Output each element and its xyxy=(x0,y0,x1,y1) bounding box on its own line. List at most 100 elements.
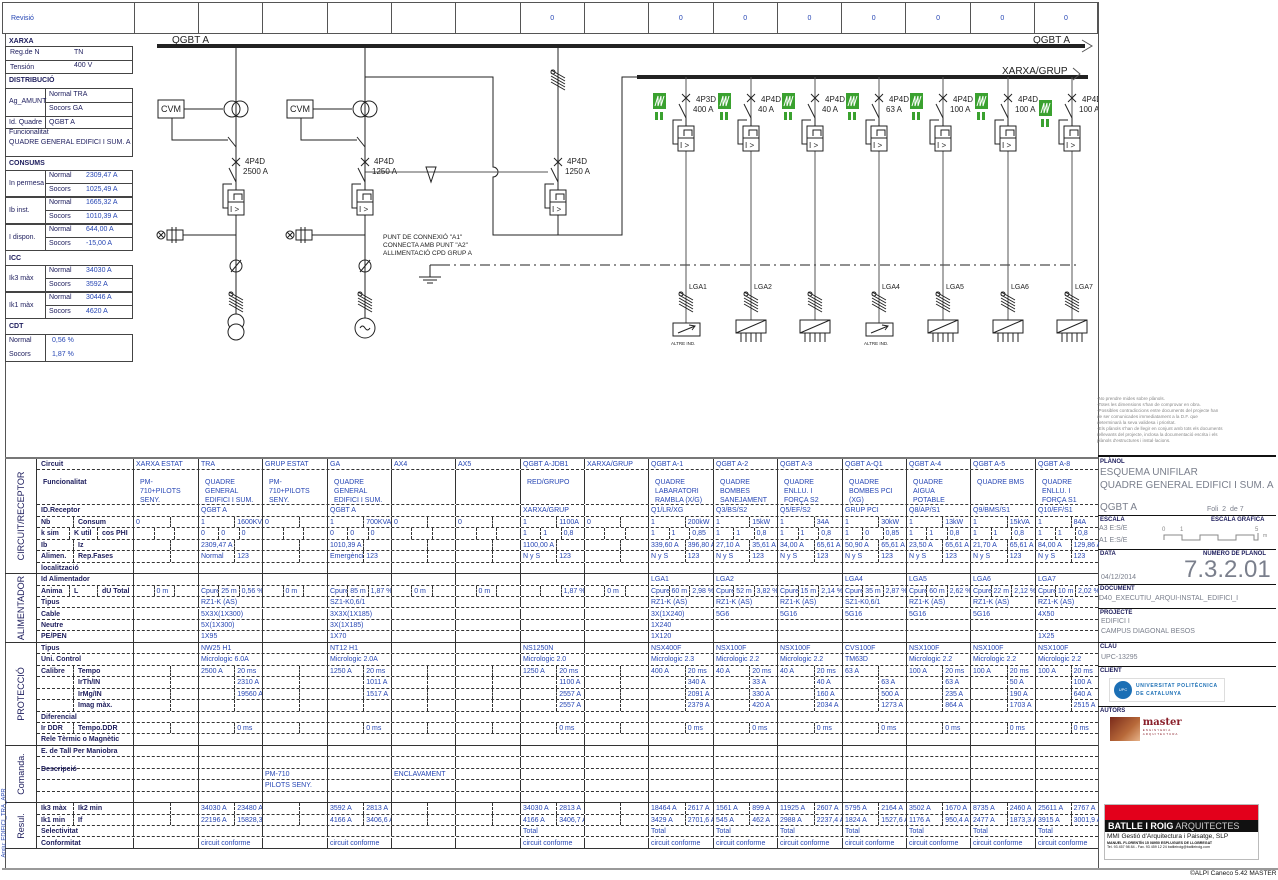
table-cell xyxy=(327,768,391,780)
cell-value xyxy=(843,700,878,710)
cell-value: 1873,3 A xyxy=(1006,814,1036,826)
table-cell xyxy=(391,562,455,574)
row-label: Consum xyxy=(73,516,133,528)
cell-value xyxy=(1036,700,1071,710)
cell-value xyxy=(392,826,456,836)
table-cell xyxy=(777,711,842,722)
revision-cell xyxy=(262,3,326,33)
cell-value xyxy=(585,826,649,836)
table-cell: Micrologic 2.0 xyxy=(520,654,584,665)
cell-value: 20 ms xyxy=(234,665,263,677)
table-cell: 1 200kW xyxy=(648,516,713,528)
cell-value: 1561 A xyxy=(716,805,738,813)
cdt-normal-label: Normal xyxy=(9,337,32,344)
table-cell: 1824 A 1527,6 A xyxy=(842,814,907,826)
cell-value: 1X120 xyxy=(651,633,672,641)
cell-value xyxy=(585,838,649,848)
table-cell: 1X95 xyxy=(198,631,262,642)
table-cell xyxy=(262,608,327,619)
cell-value: N y S xyxy=(845,553,863,561)
cdt-normal-value: 0,56 % xyxy=(52,337,74,344)
cell-value: 0 xyxy=(367,528,392,539)
table-cell: 0 ms xyxy=(327,723,391,734)
table-cell: 0 ms xyxy=(970,723,1035,734)
cell-value xyxy=(521,712,585,722)
cell-value: 5795 A xyxy=(845,805,867,813)
cell-value xyxy=(585,757,649,767)
revision-label: Revisió xyxy=(11,14,34,22)
row-label xyxy=(37,700,73,710)
table-row-func: Funcionalitat PM-710+PILOTS SENY. QUADRE G… xyxy=(37,470,1098,506)
table-cell xyxy=(391,757,455,768)
cell-value: Total xyxy=(780,828,795,836)
bus-continuation-arrow-icon xyxy=(1081,39,1093,53)
table-cell xyxy=(198,700,262,711)
normal-value: 2309,47 A xyxy=(86,172,118,179)
cable-hatch-icon xyxy=(871,291,887,313)
table-cell: RZ1-K (AS) xyxy=(713,597,777,608)
svg-text:1250 A: 1250 A xyxy=(565,167,591,176)
cell-value xyxy=(298,700,328,711)
table-cell: 190 A xyxy=(970,688,1035,700)
table-cell: 33 A xyxy=(713,677,777,688)
table-cell: LGA1 xyxy=(648,574,713,585)
cell-value: 20 ms xyxy=(556,665,585,677)
table-cell xyxy=(455,539,520,551)
svg-text:I >: I > xyxy=(873,141,882,150)
cell-value: 3001,9 A xyxy=(1070,814,1099,826)
frame-bottom xyxy=(2,868,1278,870)
cell-value xyxy=(585,528,604,538)
svg-text:CVM: CVM xyxy=(290,104,310,114)
table-cell: 2557 A xyxy=(520,700,584,711)
table-cell xyxy=(455,551,520,562)
table-cell: circuit conforme xyxy=(906,837,970,848)
cell-value xyxy=(649,757,714,767)
cell-value xyxy=(303,585,328,597)
row-label: Ik1 min xyxy=(41,816,66,824)
table-row-loc: localització xyxy=(37,562,1098,575)
table-cell xyxy=(133,642,198,654)
table-cell: N y S 123 xyxy=(520,551,584,562)
table-cell xyxy=(198,711,262,722)
cell-value xyxy=(843,631,907,641)
socors-label: Socors xyxy=(49,308,71,315)
lamp-icon xyxy=(285,227,365,243)
table-cell: 2310 A xyxy=(198,677,262,688)
cell-value xyxy=(971,563,1036,573)
cell-value xyxy=(649,677,685,687)
table-cell: 50 A xyxy=(970,677,1035,688)
svg-text:CVM: CVM xyxy=(161,104,181,114)
cell-value xyxy=(843,780,907,790)
cell-value xyxy=(392,838,456,848)
row-label: IrTh/IN xyxy=(73,677,133,688)
table-row-cal: Calibre Tempo 2500 A 20 ms 1250 A 20 ms 1250 A… xyxy=(37,665,1098,678)
software-credit: ©ALPI Caneco 5.42 MASTER xyxy=(1190,870,1277,877)
cable-hatch-icon xyxy=(357,291,373,313)
table-cell xyxy=(584,677,648,688)
feeder-circuit: I > 4P4D 40 A LGA2 xyxy=(718,77,781,342)
cell-value xyxy=(521,609,585,619)
table-cell: 34,00 A 65,61 A xyxy=(777,539,842,551)
cell-value: 18464 A xyxy=(651,805,677,813)
socors-value: -15,00 A xyxy=(86,240,113,247)
table-cell: AX4 xyxy=(391,459,455,470)
cell-value: 2,87 % xyxy=(882,585,907,597)
table-cell xyxy=(584,780,648,791)
row-label: Diferencial xyxy=(41,713,77,721)
cell-value: circuit conforme xyxy=(845,839,895,847)
table-cell xyxy=(198,768,262,780)
cell-value: 0 xyxy=(347,528,367,539)
table-cell: Normal 123 xyxy=(198,551,262,562)
cell-value: 65,61 A xyxy=(1006,539,1036,551)
cell-value xyxy=(649,792,714,802)
cell-value xyxy=(263,666,299,676)
cell-value: 339,60 A xyxy=(651,541,679,549)
cell-value: 1 xyxy=(716,518,720,526)
table-cell: Cpure 35 m 2,87 % xyxy=(842,585,907,597)
cell-value xyxy=(328,689,363,699)
cell-value xyxy=(169,700,199,711)
table-cell xyxy=(455,791,520,803)
table-cell xyxy=(262,597,327,608)
table-cell: GRUP ESTAT xyxy=(262,459,327,470)
cell-value xyxy=(134,574,199,584)
